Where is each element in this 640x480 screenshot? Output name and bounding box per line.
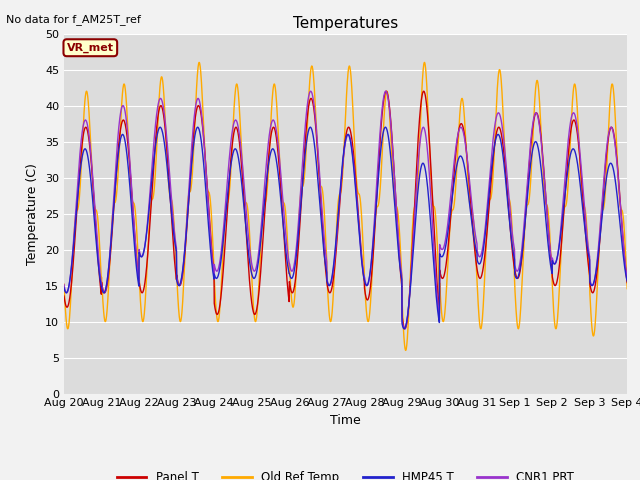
Y-axis label: Temperature (C): Temperature (C): [26, 163, 40, 264]
X-axis label: Time: Time: [330, 414, 361, 427]
Legend: Panel T, Old Ref Temp, HMP45 T, CNR1 PRT: Panel T, Old Ref Temp, HMP45 T, CNR1 PRT: [112, 466, 579, 480]
Text: No data for f_AM25T_ref: No data for f_AM25T_ref: [6, 14, 141, 25]
Text: VR_met: VR_met: [67, 43, 114, 53]
Title: Temperatures: Temperatures: [293, 16, 398, 31]
